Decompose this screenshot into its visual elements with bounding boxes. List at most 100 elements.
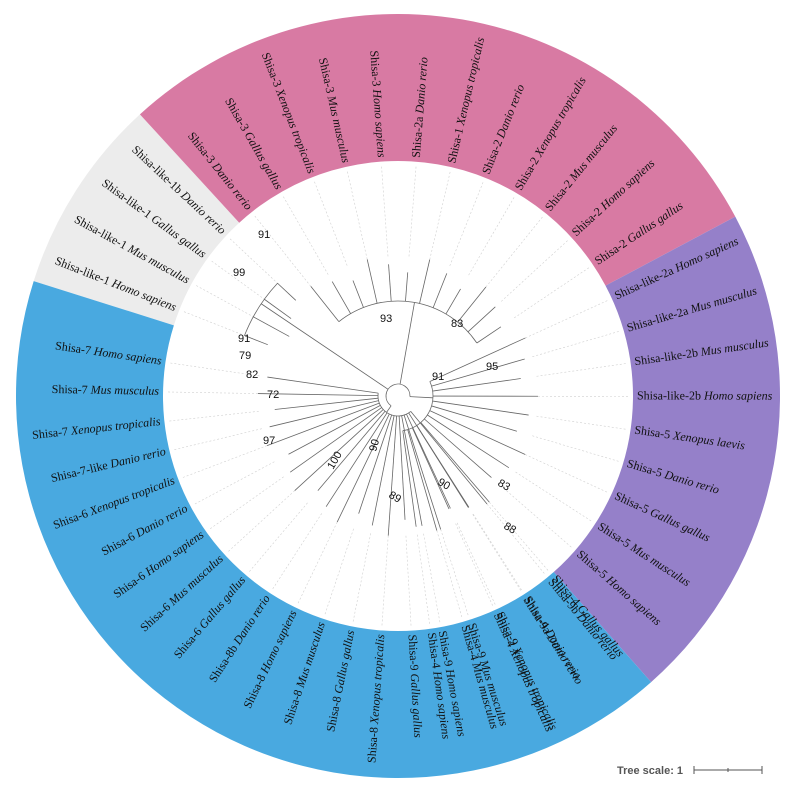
branch-segment: [432, 400, 529, 416]
branch-segment: [371, 415, 395, 526]
branch-segment: [366, 259, 378, 304]
leaf-gene: Shisa-9: [406, 634, 422, 674]
branch-segment: [402, 430, 417, 527]
leaf-guide-line: [532, 330, 620, 357]
branch-segment: [310, 286, 340, 322]
bootstrap-value: 90: [436, 476, 453, 493]
leaf-guide-line: [193, 461, 275, 505]
leaf-guide-line: [253, 215, 312, 287]
branch-segment: [294, 409, 384, 491]
branch-segment: [405, 272, 409, 302]
leaf-guide-line: [313, 180, 348, 266]
branch-segment: [409, 396, 433, 399]
leaf-gene: Shisa-7: [52, 382, 91, 397]
branch-segment: [288, 405, 381, 455]
branch-segment: [331, 281, 351, 314]
branch-segment: [253, 316, 290, 337]
branch-arc: [244, 282, 278, 336]
branch-segment: [407, 429, 438, 531]
leaf-guide-line: [229, 237, 296, 301]
leaf-guide-line: [456, 522, 496, 606]
leaf-guide-line: [195, 284, 276, 330]
branch-segment: [277, 282, 297, 301]
leaf-guide-line: [468, 196, 515, 276]
branch-segment: [457, 286, 487, 323]
leaf-guide-line: [405, 535, 412, 627]
leaf-guide-line: [485, 216, 544, 288]
branch-arc: [377, 393, 411, 417]
branch-segment: [412, 427, 450, 510]
leaf-guide-line: [381, 535, 389, 627]
branch-segment: [258, 393, 379, 397]
bootstrap-value: 91: [258, 229, 270, 241]
leaf-species: Homo sapiens: [370, 88, 389, 158]
branch-segment: [399, 302, 415, 385]
branch-segment: [427, 414, 510, 469]
leaf-gene: Shisa-9: [436, 629, 457, 670]
branch-segment: [386, 405, 392, 413]
branch-segment: [406, 413, 451, 509]
bootstrap-value: 79: [239, 350, 251, 362]
branch-segment: [388, 264, 392, 302]
branch-segment: [420, 422, 490, 503]
branch-segment: [274, 397, 379, 410]
tree-scale: Tree scale: 1: [617, 765, 763, 777]
branch-segment: [419, 259, 431, 304]
leaf-guide-line: [436, 530, 463, 619]
bootstrap-labels: 91 99 93 83 91 95 90 88 83 89 100 90 97 72 82 79 91: [233, 229, 518, 537]
branch-segment: [336, 413, 390, 523]
bootstrap-value: 91: [432, 371, 444, 383]
bootstrap-value: 83: [451, 318, 463, 330]
leaf-guide-line: [440, 529, 469, 617]
leaf-species: Homo sapiens: [703, 388, 773, 402]
leaf-guide-line: [514, 266, 590, 319]
bootstrap-value: 97: [263, 435, 275, 447]
bootstrap-value: 99: [233, 267, 245, 279]
leaf-guide-line: [408, 165, 417, 257]
bootstrap-value: 88: [502, 520, 519, 537]
clade-band-shisa-like-2-4-5: [553, 216, 781, 683]
leaf-guide-line: [227, 490, 295, 553]
branch-segment: [445, 288, 461, 315]
leaf-gene: Shisa-2a: [409, 113, 426, 158]
leaf-gene: Shisa-like-2b: [637, 388, 704, 402]
leaf-label-shisa-3-homo-sapiens: Shisa-3 Homo sapiens: [368, 50, 390, 158]
leaf-label-shisa-2a-danio-rerio: Shisa-2a Danio rerio: [409, 57, 431, 159]
leaf-guide-line: [381, 165, 389, 257]
leaf-guide-line: [173, 428, 262, 451]
clade-band-shisa-like-1: [33, 114, 240, 326]
leaf-guide-line: [423, 533, 441, 624]
leaf-guide-line: [282, 195, 329, 275]
branch-segment: [260, 303, 389, 390]
branch-segment: [317, 411, 386, 491]
leaf-label-shisa-like-2b-homo-sapiens: Shisa-like-2b Homo sapiens: [637, 388, 773, 402]
bootstrap-value: 90: [367, 438, 382, 453]
leaf-guide-line: [449, 181, 484, 267]
branch-segment: [269, 400, 379, 428]
branch-segment: [266, 402, 380, 446]
branch-segment: [403, 414, 442, 530]
leaf-guide-line: [168, 410, 259, 422]
branch-segment: [429, 410, 526, 455]
clade-band-shisa-6-7-8-9: [15, 281, 652, 778]
leaf-guide-line: [525, 454, 608, 493]
branch-segment: [244, 335, 268, 346]
leaf-guide-line: [182, 311, 268, 345]
branch-arc: [402, 381, 434, 432]
branch-segment: [358, 414, 393, 514]
branch-segment: [401, 415, 423, 526]
leaf-gene: Shisa-5: [634, 422, 675, 441]
branch-segment: [431, 358, 525, 387]
leaf-guide-line: [515, 471, 593, 522]
leaf-species: Mus musculus: [90, 382, 160, 397]
leaf-label-shisa-8-xenopus-tropicalis: Shisa-8 Xenopus tropicalis: [364, 634, 387, 764]
branch-segment: [387, 415, 398, 536]
leaf-guide-line: [169, 362, 260, 377]
branch-segment: [431, 405, 518, 432]
leaf-guide-line: [536, 363, 627, 377]
leaf-guide-line: [525, 299, 609, 339]
branch-segment: [424, 418, 492, 478]
bootstrap-value: 95: [486, 361, 498, 373]
branch-segment: [289, 407, 382, 473]
leaf-guide-line: [352, 533, 371, 623]
